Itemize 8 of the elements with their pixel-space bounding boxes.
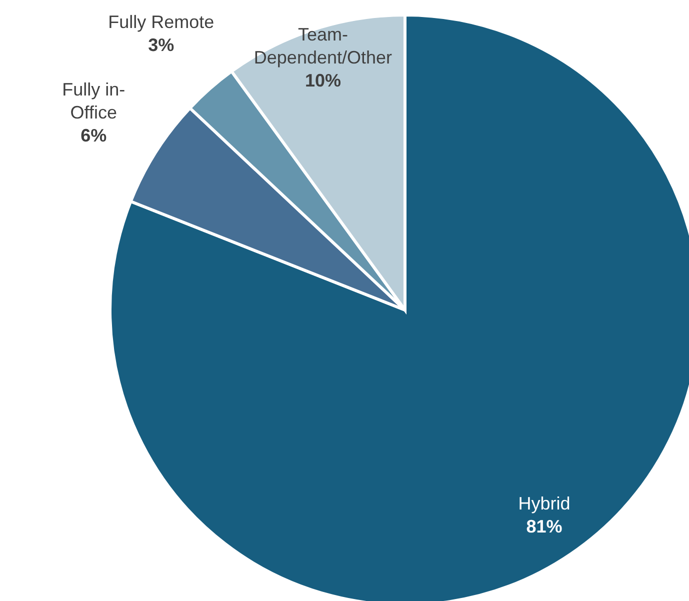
- slice-label: Fully in-Office: [62, 79, 126, 122]
- slice-label: Fully Remote: [108, 12, 214, 32]
- data-label: 3%: [148, 34, 174, 55]
- data-label: 81%: [526, 516, 562, 536]
- data-label: 10%: [304, 70, 341, 90]
- slice-label: Hybrid: [518, 493, 570, 514]
- slice-label: Team-Dependent/Other: [254, 24, 392, 68]
- data-label: 6%: [80, 125, 107, 146]
